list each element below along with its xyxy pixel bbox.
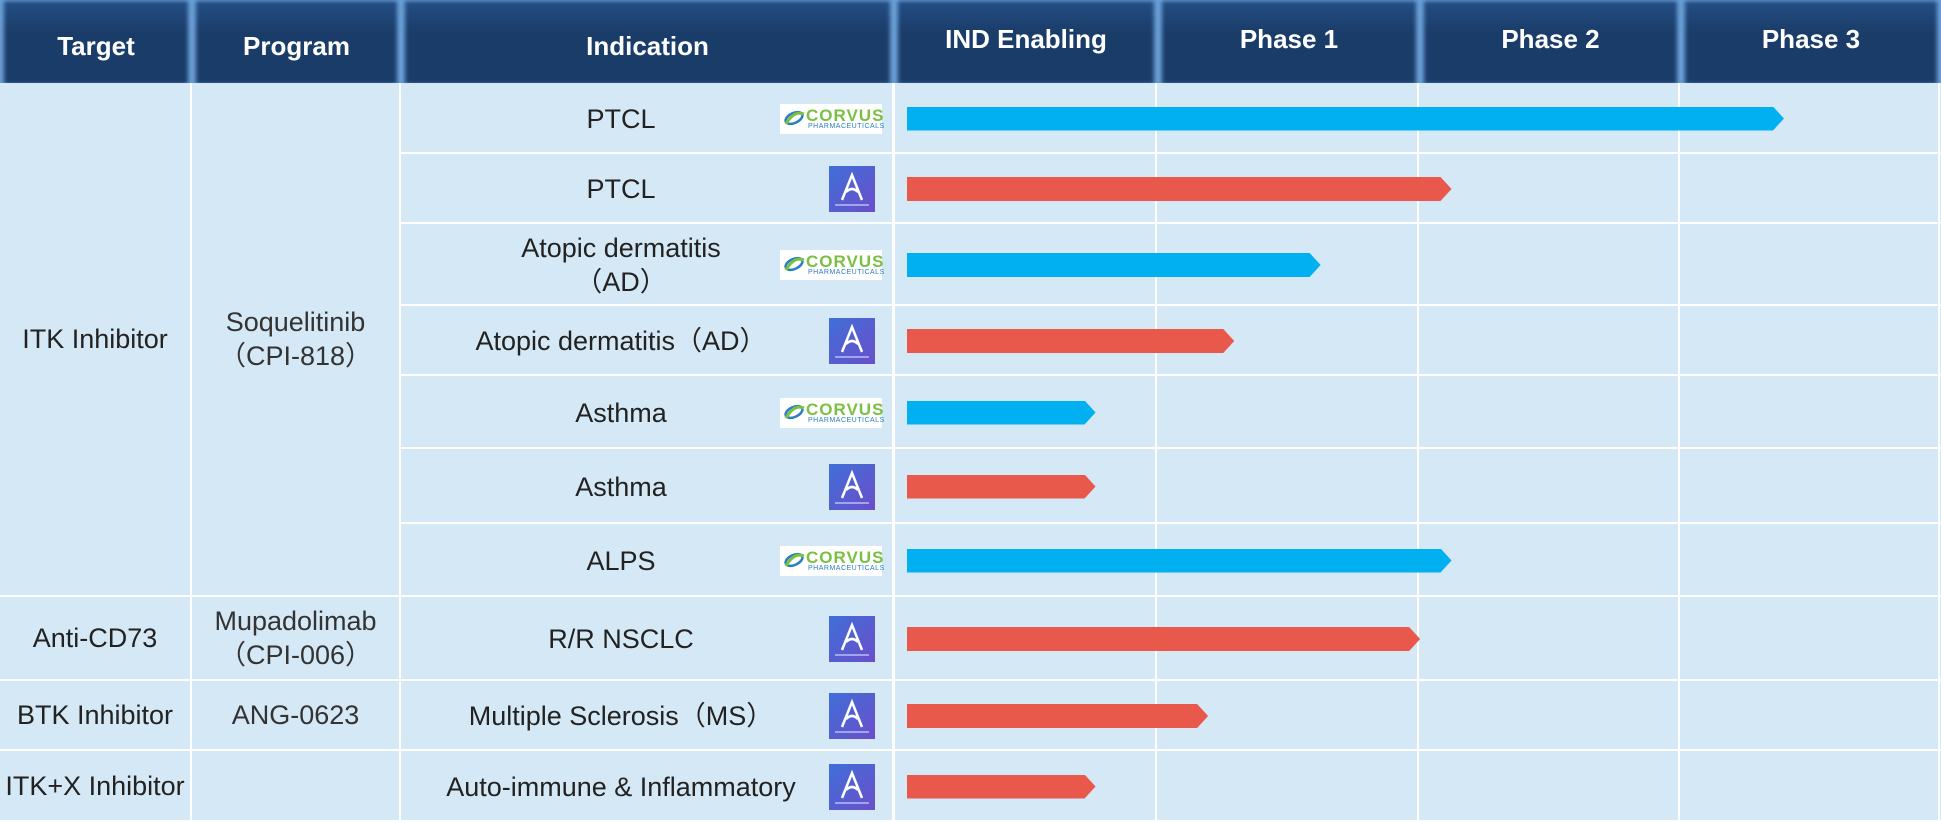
angel-mark (829, 318, 875, 364)
progress-bar (907, 549, 1452, 573)
angel-mark (829, 763, 875, 810)
target-cell: Anti-CD73 (0, 597, 192, 681)
indication: PTCL (586, 103, 656, 134)
indication-cell (401, 224, 894, 306)
angel-mark (829, 463, 875, 510)
grid-line (1938, 83, 1940, 822)
corvus-mark (784, 256, 805, 272)
corvus-mark (784, 110, 805, 125)
corvus-logo: CORVUS PHARMACEUTICALS (780, 545, 885, 576)
program-cell: ANG-0623 (192, 681, 401, 751)
program-cell (192, 751, 401, 822)
corvus-name: CORVUS (806, 547, 885, 567)
corvus-name: CORVUS (806, 105, 885, 125)
angel-mark (829, 166, 875, 212)
indication-cell (401, 83, 894, 154)
progress-bar (907, 627, 1420, 651)
indication: Auto-immune & Inflammatory (446, 771, 796, 802)
corvus-mark (784, 404, 805, 419)
corvus-name: CORVUS (806, 252, 885, 271)
row-line (894, 522, 1941, 524)
target-cell: BTK Inhibitor (0, 681, 192, 751)
row-line (894, 374, 1941, 376)
angel-logo (829, 693, 875, 739)
indication-cell (401, 306, 894, 376)
indication: Atopic dermatitis （AD） (521, 233, 721, 297)
indication: R/R NSCLC (548, 624, 694, 654)
progress-bar (907, 253, 1321, 277)
indication: Asthma (575, 471, 667, 502)
target-cell: ITK+X Inhibitor (0, 751, 192, 822)
row-line (894, 447, 1941, 449)
progress-bar (907, 401, 1096, 425)
corvus-tagline: PHARMACEUTICALS (808, 122, 885, 130)
grid-line (893, 83, 895, 822)
progress-bar (907, 329, 1234, 353)
angel-logo (829, 166, 875, 212)
header-cell: Phase 3 (1681, 0, 1941, 83)
corvus-logo: CORVUS PHARMACEUTICALS (780, 250, 885, 280)
corvus-logo: CORVUS PHARMACEUTICALS (780, 397, 885, 428)
grid-line (1154, 83, 1157, 822)
header-cell: Phase 1 (1158, 0, 1420, 83)
indication: PTCL (586, 174, 656, 204)
header-cell: Indication (401, 0, 894, 83)
angel-logo (829, 318, 875, 364)
progress-bar (907, 475, 1096, 499)
indication-cell (401, 751, 894, 822)
header-cell: IND Enabling (894, 0, 1158, 83)
header-cell: Phase 2 (1420, 0, 1681, 83)
program-cell: Mupadolimab （CPI-006） (192, 597, 401, 681)
row-line (894, 820, 1941, 822)
corvus-tagline: PHARMACEUTICALS (808, 416, 885, 424)
indication-cell (401, 681, 894, 751)
angel-mark (829, 693, 875, 739)
corvus-tagline: PHARMACEUTICALS (808, 564, 885, 572)
progress-bar (907, 704, 1208, 728)
angel-mark (829, 616, 875, 662)
indication: Multiple Sclerosis（MS） (468, 701, 774, 731)
corvus-tagline: PHARMACEUTICALS (808, 269, 885, 276)
progress-bar (907, 107, 1784, 131)
angel-logo (829, 463, 875, 510)
row-line (894, 152, 1941, 154)
indication: Asthma (575, 397, 667, 428)
indication-cell (401, 524, 894, 597)
corvus-name: CORVUS (806, 399, 885, 419)
row-line (894, 679, 1941, 681)
grid-line (1416, 83, 1419, 822)
row-line (894, 749, 1941, 751)
progress-bar (907, 177, 1452, 201)
indication-cell (401, 154, 894, 224)
header-cell: Target (0, 0, 192, 83)
header-cell: Program (192, 0, 401, 83)
corvus-logo: CORVUS PHARMACEUTICALS (780, 103, 885, 134)
indication-cell (401, 597, 894, 681)
row-line (894, 595, 1941, 597)
program-cell: Soquelitinib （CPI-818） (192, 83, 401, 597)
progress-bar (907, 775, 1096, 799)
angel-logo (829, 763, 875, 810)
target-cell: ITK Inhibitor (0, 83, 192, 597)
grid-line (1678, 83, 1681, 822)
indication: ALPS (586, 545, 656, 576)
row-line (894, 222, 1941, 224)
indication: Atopic dermatitis（AD） (475, 326, 767, 356)
angel-logo (829, 616, 875, 662)
indication-cell (401, 449, 894, 524)
corvus-mark (784, 552, 805, 567)
indication-cell (401, 376, 894, 449)
row-line (894, 304, 1941, 306)
